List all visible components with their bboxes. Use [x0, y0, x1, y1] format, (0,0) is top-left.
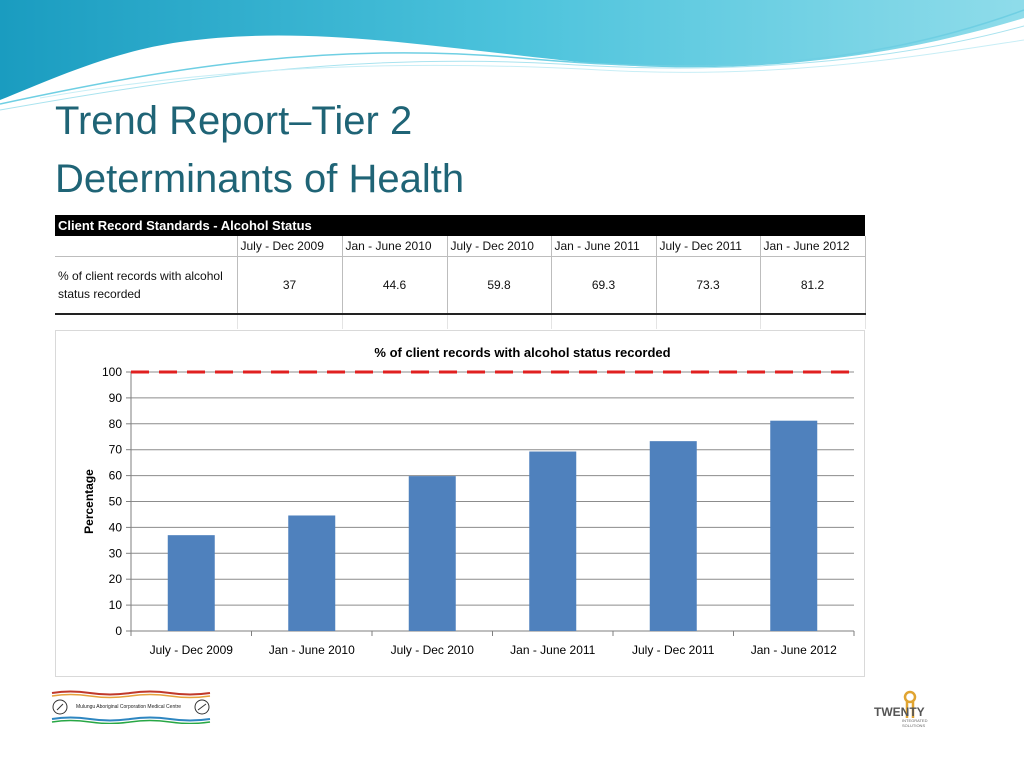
x-tick-label: July - Dec 2011	[632, 643, 715, 657]
y-tick-label: 70	[109, 443, 123, 457]
table-header-row: Client Record Standards - Alcohol Status	[55, 215, 866, 236]
value-cell: 73.3	[656, 256, 761, 315]
header-wave-decoration	[0, 0, 1024, 111]
period-cell: Jan - June 2010	[342, 236, 448, 257]
x-tick-label: Jan - June 2012	[751, 643, 837, 657]
bar	[288, 515, 336, 631]
twenty-logo-subtext: INTEGRATED SOLUTIONS	[902, 718, 928, 728]
period-cell: July - Dec 2011	[656, 236, 761, 257]
y-tick-label: 20	[109, 572, 123, 586]
period-cell: Jan - June 2012	[760, 236, 866, 257]
chart-title: % of client records with alcohol status …	[374, 345, 670, 360]
period-cell: July - Dec 2009	[237, 236, 343, 257]
slide-title-line-2: Determinants of Health	[55, 157, 465, 201]
value-cell: 59.8	[447, 256, 552, 315]
table-period-row: July - Dec 2009 Jan - June 2010 July - D…	[55, 236, 866, 257]
slide-title: Trend Report–Tier 2 Determinants of Heal…	[55, 92, 464, 208]
period-cell: Jan - June 2011	[551, 236, 657, 257]
value-cell: 81.2	[760, 256, 866, 315]
row-label: % of client records with alcohol status …	[55, 256, 238, 315]
period-cell: July - Dec 2010	[447, 236, 552, 257]
mulungu-logo	[51, 690, 211, 724]
value-cell: 44.6	[342, 256, 448, 315]
bar	[529, 451, 577, 631]
y-tick-label: 90	[109, 391, 123, 405]
mulungu-logo-text: Mulungu Aboriginal Corporation Medical C…	[76, 704, 182, 710]
bar	[770, 420, 818, 631]
value-cell: 69.3	[551, 256, 657, 315]
y-axis-label: Percentage	[82, 469, 96, 534]
chart-area: % of client records with alcohol status …	[55, 330, 865, 677]
x-tick-label: July - Dec 2009	[150, 643, 234, 657]
bar-chart: % of client records with alcohol status …	[82, 345, 856, 657]
twenty-logo-wordmark: TWENTY	[874, 705, 925, 719]
alcohol-status-table: Client Record Standards - Alcohol Status…	[55, 215, 866, 329]
table-corner-cell	[55, 236, 238, 257]
value-cell: 37	[237, 256, 343, 315]
y-tick-label: 100	[102, 365, 122, 379]
y-tick-label: 50	[109, 495, 123, 509]
twenty-logo	[903, 690, 917, 718]
y-tick-label: 0	[115, 624, 122, 638]
table-header: Client Record Standards - Alcohol Status	[55, 215, 866, 236]
slide-title-line-1: Trend Report–Tier 2	[55, 99, 413, 143]
y-tick-label: 30	[109, 546, 123, 560]
bar	[649, 441, 697, 631]
bar	[167, 535, 215, 631]
bar	[408, 476, 456, 631]
table-spacer-row	[55, 314, 866, 329]
x-tick-label: July - Dec 2010	[391, 643, 475, 657]
y-tick-label: 60	[109, 469, 123, 483]
y-tick-label: 40	[109, 520, 123, 534]
table-value-row: % of client records with alcohol status …	[55, 256, 866, 315]
x-tick-label: Jan - June 2010	[269, 643, 355, 657]
x-tick-label: Jan - June 2011	[510, 643, 595, 657]
y-tick-label: 80	[109, 417, 123, 431]
y-tick-label: 10	[109, 598, 123, 612]
data-table: Client Record Standards - Alcohol Status…	[55, 215, 866, 329]
